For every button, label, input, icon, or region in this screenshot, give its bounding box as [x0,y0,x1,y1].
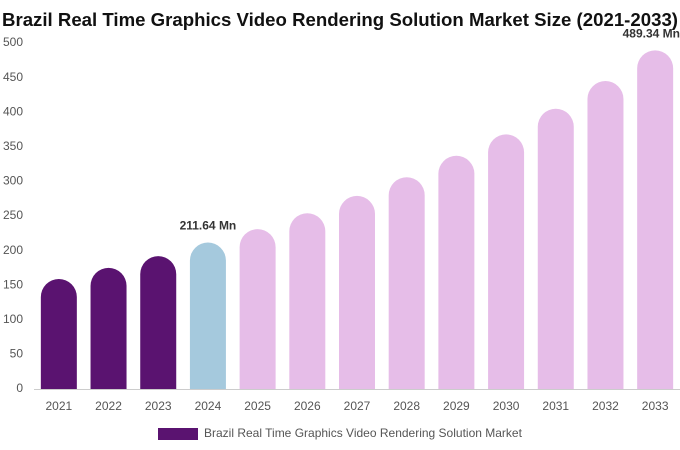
x-tick-label: 2028 [393,399,420,413]
y-tick-label: 100 [3,312,23,326]
x-tick-label: 2023 [145,399,172,413]
bar [189,242,226,389]
bar [438,155,475,389]
bar [239,229,276,389]
bar [140,256,177,389]
bar [90,267,127,389]
y-tick-label: 500 [3,35,23,49]
bar [339,195,375,389]
bar [537,108,574,390]
y-tick-label: 250 [3,208,23,222]
x-tick-label: 2029 [443,399,470,413]
bar [388,177,425,389]
y-tick-label: 450 [3,70,23,84]
y-tick-label: 50 [10,347,24,361]
x-tick-label: 2025 [244,399,271,413]
x-tick-label: 2026 [294,399,321,413]
bar [289,213,326,389]
bar [637,50,674,390]
y-tick-label: 200 [3,243,23,257]
y-tick-label: 0 [16,381,23,395]
x-tick-label: 2021 [45,399,72,413]
bar [587,81,624,389]
y-tick-label: 350 [3,139,23,153]
bar [40,278,77,389]
value-label: 489.34 Mn [623,27,680,41]
bar [488,134,525,389]
x-tick-label: 2030 [493,399,520,413]
legend-swatch [158,428,198,440]
x-tick-label: 2032 [592,399,619,413]
value-label: 211.64 Mn [180,219,237,233]
x-tick-label: 2031 [542,399,569,413]
x-tick-label: 2024 [195,399,222,413]
x-tick-label: 2022 [95,399,122,413]
chart-title: Brazil Real Time Graphics Video Renderin… [2,10,678,30]
y-tick-label: 300 [3,174,23,188]
legend-label: Brazil Real Time Graphics Video Renderin… [204,426,523,440]
y-tick-label: 150 [3,277,23,291]
x-tick-label: 2027 [344,399,371,413]
x-tick-label: 2033 [642,399,669,413]
y-tick-label: 400 [3,104,23,118]
